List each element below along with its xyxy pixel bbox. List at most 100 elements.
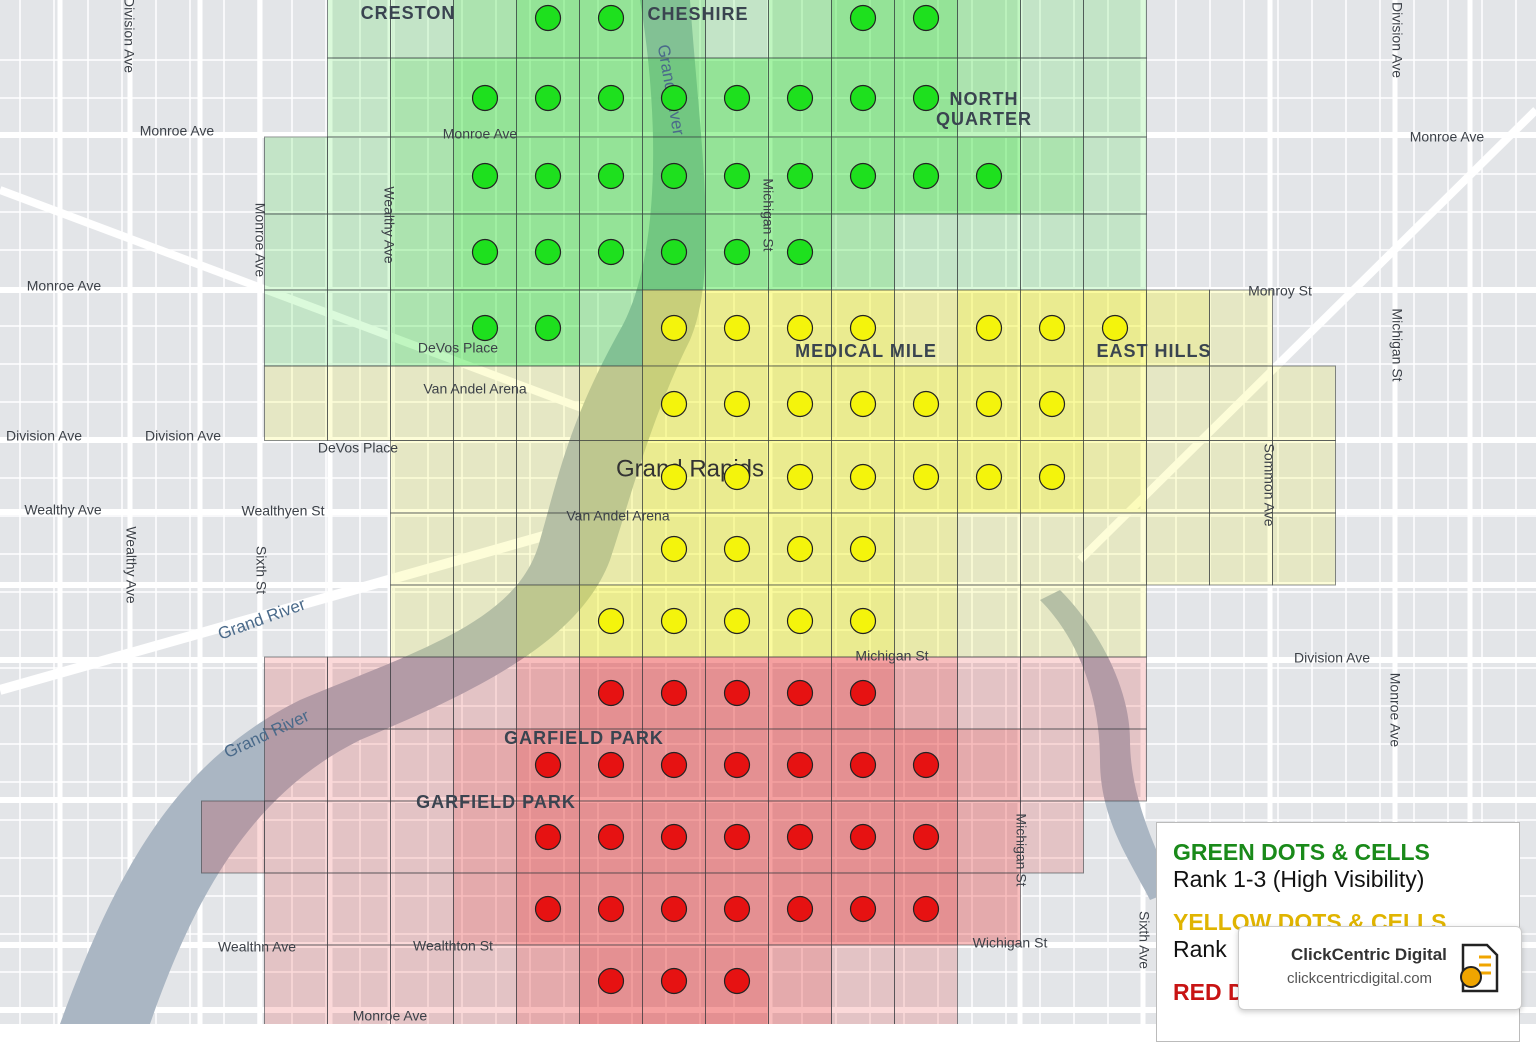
rank-dot [723, 314, 751, 342]
rank-dot [534, 823, 562, 851]
map-label: Monroe Ave [1410, 129, 1485, 145]
rank-dot [660, 390, 688, 418]
rank-dot [912, 823, 940, 851]
map-label: Michigan St [760, 178, 776, 251]
map-label: Division Ave [1389, 2, 1405, 78]
grid-cell [327, 57, 391, 138]
grid-cell [1020, 800, 1084, 874]
grid-cell [1020, 656, 1084, 730]
map-label: Monroe Ave [27, 278, 102, 294]
grid-cell [327, 656, 391, 730]
map-label: Division Ave [1294, 650, 1370, 666]
grid-cell [957, 728, 1021, 802]
grid-cell [1083, 213, 1147, 291]
grid-cell [516, 656, 580, 730]
rank-dot [786, 751, 814, 779]
map-label: GARFIELD PARK [504, 728, 664, 748]
grid-cell [516, 584, 580, 658]
legend-text: Rank 1-3 (High Visibility) [1173, 866, 1425, 892]
rank-dot [534, 238, 562, 266]
rank-dot [660, 679, 688, 707]
grid-cell [201, 800, 265, 874]
rank-dot [597, 607, 625, 635]
rank-dot [660, 84, 688, 112]
legend-text: Rank [1173, 936, 1227, 962]
grid-cell [453, 365, 517, 441]
rank-dot [849, 4, 877, 32]
rank-dot [786, 84, 814, 112]
grid-cell [1020, 584, 1084, 658]
rank-dot [723, 84, 751, 112]
rank-dot [660, 823, 688, 851]
rank-dot [912, 895, 940, 923]
map-label: CHESHIRE [647, 4, 748, 24]
rank-dot [534, 84, 562, 112]
rank-dot [786, 463, 814, 491]
grid-cell [390, 584, 454, 658]
rank-dot [471, 84, 499, 112]
rank-dot [660, 314, 688, 342]
rank-dot [849, 823, 877, 851]
rank-dot [849, 84, 877, 112]
grid-cell [768, 944, 832, 1024]
grid-cell [1083, 728, 1147, 802]
grid-cell [390, 800, 454, 874]
grid-cell [894, 656, 958, 730]
rank-dot [723, 238, 751, 266]
grid-cell [1083, 57, 1147, 138]
grid-cell [957, 656, 1021, 730]
rank-dot [786, 162, 814, 190]
rank-dot [786, 823, 814, 851]
rank-dot [786, 390, 814, 418]
grid-cell [957, 512, 1021, 586]
rank-dot [723, 535, 751, 563]
rank-dot [849, 751, 877, 779]
rank-dot [534, 314, 562, 342]
rank-dot [660, 162, 688, 190]
grid-cell [390, 944, 454, 1024]
rank-dot [597, 967, 625, 995]
rank-dot [597, 895, 625, 923]
grid-cell [1209, 440, 1273, 514]
rank-dot [723, 162, 751, 190]
river [1040, 590, 1175, 900]
rank-dot [660, 463, 688, 491]
rank-dot [597, 238, 625, 266]
map-label: NORTH [950, 89, 1019, 109]
rank-dot [849, 314, 877, 342]
rank-dot [912, 463, 940, 491]
rank-dot [660, 607, 688, 635]
grid-cell [579, 440, 643, 514]
grid-cell [327, 213, 391, 291]
rank-dot [723, 463, 751, 491]
grid-cell [831, 213, 895, 291]
grid-cell [264, 944, 328, 1024]
grid-cell [327, 872, 391, 946]
map-label: Division Ave [145, 428, 221, 444]
brand-name: ClickCentric Digital [1291, 945, 1447, 964]
grid-cell [390, 440, 454, 514]
map-label: Division Ave [121, 0, 137, 73]
rank-dot [786, 895, 814, 923]
brand-badge: ClickCentric Digital clickcentricdigital… [1238, 926, 1522, 1010]
map-label: GARFIELD PARK [416, 792, 576, 812]
street [0, 515, 602, 695]
rank-dot [786, 535, 814, 563]
grid-cell [327, 136, 391, 215]
grid-cell [453, 656, 517, 730]
rank-dot [660, 967, 688, 995]
grid-cell [1146, 365, 1210, 441]
map-label: Wealthton St [413, 938, 493, 954]
grid-cell [1272, 365, 1336, 441]
map-label: MEDICAL MILE [795, 341, 937, 361]
rank-dot [975, 314, 1003, 342]
grid-cell [453, 800, 517, 874]
grid-cell [1083, 512, 1147, 586]
grid-cell [894, 213, 958, 291]
grid-cell [264, 656, 328, 730]
grid-cell [579, 289, 643, 367]
grid-cell [957, 872, 1021, 946]
grid-cell [957, 584, 1021, 658]
rank-dot [471, 162, 499, 190]
grid-cell [327, 728, 391, 802]
